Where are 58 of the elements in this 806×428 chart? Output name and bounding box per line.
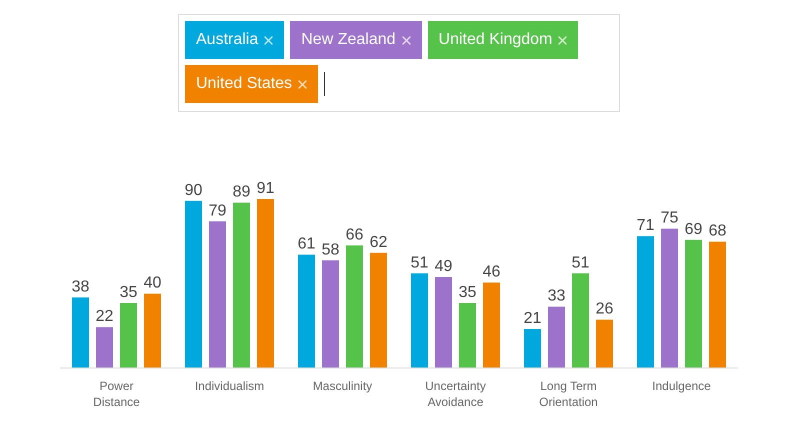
data-label: 75: [660, 210, 678, 227]
bar: [637, 236, 654, 368]
bar: [209, 221, 226, 368]
data-label: 26: [596, 300, 614, 318]
bar: [572, 273, 589, 368]
data-label: 58: [322, 241, 340, 258]
x-tick-label: Long Term Orientation: [539, 379, 598, 409]
data-label: 51: [572, 254, 590, 272]
data-label: 35: [120, 284, 138, 301]
bar: [257, 199, 274, 368]
data-label: 22: [96, 308, 114, 326]
bar: [435, 277, 452, 368]
x-tick-label: Uncertainty Avoidance: [425, 379, 486, 409]
x-tick-label: Indulgence: [652, 379, 712, 393]
bar: [322, 260, 339, 368]
bar: [72, 297, 89, 368]
data-label: 91: [256, 180, 274, 197]
data-label: 89: [232, 184, 250, 201]
bar: [144, 294, 161, 368]
bar: [370, 252, 387, 368]
data-label: 46: [482, 264, 500, 281]
data-label: 61: [298, 236, 316, 253]
bar: [411, 273, 428, 368]
data-label: 38: [72, 278, 90, 296]
data-label: 62: [370, 234, 388, 251]
text: United States: [196, 75, 292, 93]
data-label: 35: [458, 284, 476, 301]
bar: [548, 306, 565, 368]
bar: [185, 200, 202, 368]
data-label: 40: [144, 274, 162, 292]
bar: [709, 242, 726, 368]
data-label: 33: [548, 288, 566, 305]
data-label: 79: [208, 202, 226, 220]
bar: [524, 329, 541, 368]
bar: [120, 303, 137, 368]
bar: [596, 320, 613, 368]
bar: [233, 202, 250, 368]
data-label: 69: [684, 220, 702, 238]
bar: [685, 240, 702, 368]
x-tick-label: Individualism: [194, 379, 264, 393]
x-tick-label: Masculinity: [312, 379, 372, 393]
bar: [483, 282, 500, 368]
text: United Kingdom: [438, 31, 552, 49]
data-label: 21: [524, 310, 542, 327]
data-label: 90: [184, 182, 202, 199]
bar: [346, 245, 363, 368]
bar: [298, 254, 315, 368]
bar: [96, 327, 113, 368]
text: New Zealand: [301, 31, 396, 49]
x-tick-label: Power Distance: [93, 379, 140, 409]
data-label: 68: [708, 222, 726, 240]
bar: [459, 303, 476, 368]
data-label: 49: [434, 258, 452, 275]
data-label: 51: [410, 254, 428, 272]
text: Australia: [196, 31, 258, 49]
data-label: 66: [346, 226, 364, 244]
bar: [661, 228, 678, 368]
data-label: 71: [636, 217, 654, 234]
